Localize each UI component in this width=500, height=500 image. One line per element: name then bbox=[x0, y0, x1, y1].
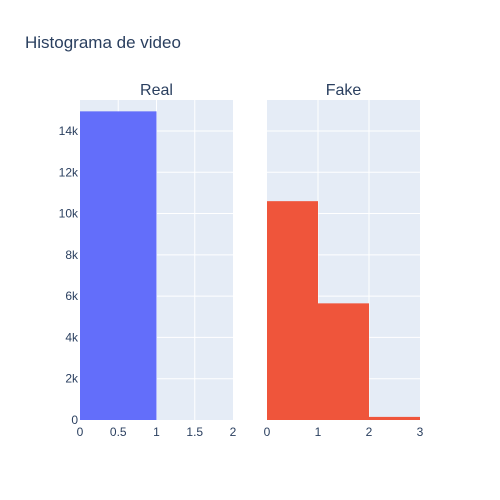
y-tick-label: 12k bbox=[59, 165, 79, 179]
x-tick-label-fake: 0 bbox=[264, 425, 271, 439]
subplot-title-fake: Fake bbox=[326, 82, 362, 99]
y-tick-label: 14k bbox=[59, 124, 79, 138]
bar-real-0 bbox=[80, 111, 157, 421]
x-tick-label-real: 0.5 bbox=[110, 425, 127, 439]
chart-title: Histograma de video bbox=[25, 33, 181, 52]
y-tick-label: 0 bbox=[71, 413, 78, 427]
x-tick-label-fake: 1 bbox=[315, 425, 322, 439]
bar-fake-2 bbox=[369, 416, 420, 420]
x-tick-label-real: 1 bbox=[153, 425, 160, 439]
y-tick-label: 2k bbox=[65, 372, 79, 386]
x-tick-label-real: 0 bbox=[77, 425, 84, 439]
x-tick-label-real: 2 bbox=[230, 425, 237, 439]
bar-fake-1 bbox=[318, 303, 369, 420]
y-tick-label: 4k bbox=[65, 330, 79, 344]
bar-fake-0 bbox=[267, 201, 318, 420]
x-tick-label-real: 1.5 bbox=[186, 425, 203, 439]
y-tick-label: 10k bbox=[59, 207, 79, 221]
subplot-title-real: Real bbox=[140, 82, 173, 99]
y-tick-label: 6k bbox=[65, 289, 79, 303]
x-tick-label-fake: 3 bbox=[417, 425, 424, 439]
x-tick-label-fake: 2 bbox=[366, 425, 373, 439]
y-tick-label: 8k bbox=[65, 248, 79, 262]
